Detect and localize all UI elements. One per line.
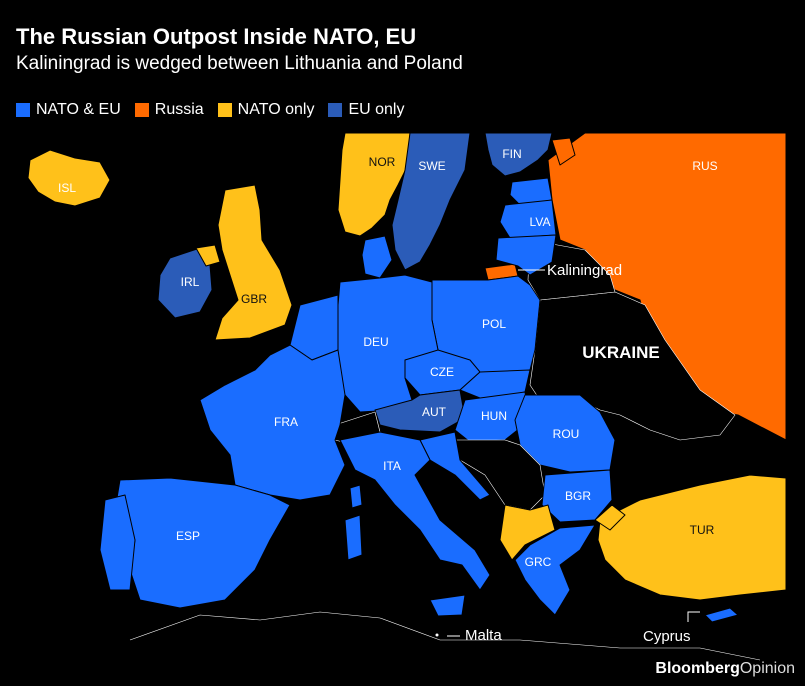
source-brand: Bloomberg	[655, 660, 740, 677]
region-portugal	[99, 494, 136, 591]
region-turkey-thrace	[594, 504, 626, 531]
label-tur: TUR	[690, 523, 715, 537]
region-lithuania	[495, 234, 557, 276]
callout-cyprus: Cyprus	[643, 628, 691, 645]
label-ukraine: UKRAINE	[582, 343, 659, 362]
label-swe: SWE	[418, 159, 445, 173]
label-isl: ISL	[58, 181, 76, 195]
label-grc: GRC	[525, 555, 552, 569]
label-ita: ITA	[383, 459, 401, 473]
label-aut: AUT	[422, 405, 447, 419]
legend-item-eu-only: EU only	[328, 101, 404, 119]
region-finland	[484, 132, 553, 177]
region-france	[199, 344, 346, 501]
region-northern-ireland	[195, 244, 221, 267]
cyprus-leader-line	[687, 611, 700, 622]
callout-kaliningrad: Kaliningrad	[547, 262, 622, 279]
label-fin: FIN	[502, 147, 521, 161]
label-bgr: BGR	[565, 489, 591, 503]
region-albania-macedonia	[499, 504, 556, 561]
region-corsica	[349, 484, 363, 509]
legend-item-nato-eu: NATO & EU	[16, 101, 121, 119]
label-gbr: GBR	[241, 292, 267, 306]
region-sweden	[391, 132, 471, 271]
callout-malta: Malta	[465, 627, 502, 644]
region-italy	[339, 431, 491, 591]
legend-swatch-russia	[134, 103, 149, 117]
region-cyprus	[704, 607, 739, 623]
region-spain	[114, 477, 291, 609]
region-sicily	[429, 594, 466, 617]
legend: NATO & EU Russia NATO only EU only	[16, 101, 418, 119]
label-lva: LVA	[530, 215, 551, 229]
legend-label-nato-only: NATO only	[237, 101, 315, 118]
legend-swatch-nato-only	[217, 103, 232, 117]
region-greece	[514, 524, 596, 616]
legend-item-nato-only: NATO only	[217, 101, 315, 119]
label-nor: NOR	[369, 155, 396, 169]
region-denmark	[361, 235, 393, 279]
label-hun: HUN	[481, 409, 507, 423]
label-cze: CZE	[430, 365, 454, 379]
legend-label-eu-only: EU only	[348, 101, 405, 118]
legend-label-russia: Russia	[154, 101, 204, 118]
legend-item-russia: Russia	[134, 101, 204, 119]
region-sardinia	[344, 514, 363, 561]
label-fra: FRA	[274, 415, 298, 429]
region-russia-karelia	[551, 137, 576, 166]
label-irl: IRL	[181, 275, 200, 289]
label-deu: DEU	[363, 335, 388, 349]
region-balkans	[454, 439, 546, 511]
malta-dot	[435, 633, 439, 637]
region-iceland	[27, 149, 111, 207]
label-pol: POL	[482, 317, 506, 331]
region-turkey	[597, 474, 787, 601]
source-suffix: Opinion	[739, 660, 795, 677]
label-rus: RUS	[692, 159, 717, 173]
region-romania	[514, 394, 616, 473]
legend-swatch-nato-eu	[16, 103, 30, 117]
region-gbr	[214, 184, 293, 341]
region-north-africa	[129, 611, 761, 661]
chart-title: The Russian Outpost Inside NATO, EU	[16, 24, 417, 49]
region-croatia	[419, 431, 491, 501]
legend-swatch-eu-only	[328, 103, 343, 117]
chart-subtitle: Kaliningrad is wedged between Lithuania …	[16, 53, 463, 74]
label-rou: ROU	[553, 427, 580, 441]
label-esp: ESP	[176, 529, 200, 543]
legend-label-nato-eu: NATO & EU	[36, 101, 121, 118]
source-credit: BloombergOpinion	[655, 660, 795, 678]
